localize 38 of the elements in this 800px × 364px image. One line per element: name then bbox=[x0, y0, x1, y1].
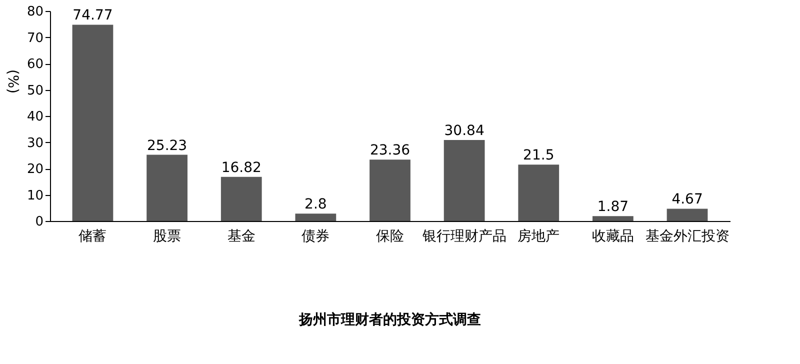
text: 扬州市理财者的投资方式调查 bbox=[298, 311, 481, 328]
y-tick-label: 20 bbox=[26, 162, 44, 177]
data-label: 23.36 bbox=[370, 142, 410, 159]
data-label: 2.8 bbox=[304, 196, 327, 213]
y-tick-label: 80 bbox=[26, 4, 44, 20]
y-tick-label: 30 bbox=[26, 136, 44, 151]
bar bbox=[72, 24, 114, 221]
data-label: 1.87 bbox=[597, 199, 629, 216]
bar bbox=[444, 140, 485, 221]
data-label: 4.67 bbox=[672, 192, 703, 208]
bar bbox=[146, 154, 188, 221]
y-tick-label: 40 bbox=[26, 110, 44, 124]
x-tick-label: 房地产 bbox=[518, 228, 560, 244]
data-label: 25.23 bbox=[147, 138, 188, 154]
y-axis-title: (%) bbox=[4, 69, 20, 94]
y-tick-label: 10 bbox=[26, 188, 44, 204]
y-tick-label: 50 bbox=[26, 83, 44, 98]
data-label: 21.5 bbox=[523, 148, 554, 164]
bar bbox=[295, 214, 336, 221]
x-tick-label: 银行理财产品 bbox=[421, 228, 506, 244]
bar bbox=[370, 160, 410, 221]
y-tick-label: 70 bbox=[26, 30, 44, 46]
bar bbox=[220, 176, 262, 221]
x-tick-label: 股票 bbox=[153, 228, 182, 244]
x-tick-label: 基金外汇投资 bbox=[645, 228, 730, 244]
x-tick-label: 债券 bbox=[302, 228, 330, 244]
y-tick-label: 0 bbox=[35, 214, 44, 230]
data-label: 74.77 bbox=[72, 8, 113, 24]
data-label: 30.84 bbox=[444, 123, 484, 140]
data-label: 16.82 bbox=[221, 160, 262, 176]
bar bbox=[592, 216, 634, 221]
bar bbox=[666, 208, 708, 221]
y-tick-label: 60 bbox=[26, 57, 44, 72]
x-tick-label: 保险 bbox=[376, 228, 404, 244]
x-tick-label: 储蓄 bbox=[78, 228, 107, 244]
x-tick-label: 收藏品 bbox=[592, 228, 634, 244]
x-tick-label: 基金 bbox=[227, 228, 256, 244]
bar bbox=[518, 164, 560, 221]
